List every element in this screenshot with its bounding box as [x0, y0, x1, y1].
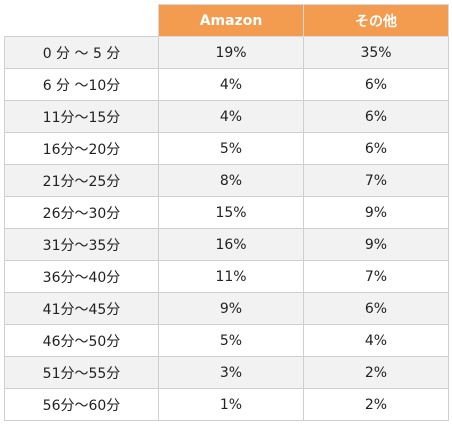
row-label: 46分～50分 [4, 324, 159, 357]
row-label: 11分～15分 [4, 100, 159, 133]
cell-other: 9% [303, 196, 449, 229]
cell-amazon: 9% [158, 292, 304, 325]
table-row: 11分～15分 4% 6% [4, 100, 449, 133]
cell-other: 4% [303, 324, 449, 357]
row-label: 6 分 ～10分 [4, 68, 159, 101]
row-label: 41分～45分 [4, 292, 159, 325]
row-label: 31分～35分 [4, 228, 159, 261]
cell-other: 7% [303, 164, 449, 197]
row-label: 21分～25分 [4, 164, 159, 197]
cell-amazon: 16% [158, 228, 304, 261]
cell-other: 2% [303, 388, 449, 421]
cell-amazon: 5% [158, 324, 304, 357]
row-label: 26分～30分 [4, 196, 159, 229]
cell-amazon: 19% [158, 36, 304, 69]
table-row: 51分～55分 3% 2% [4, 356, 449, 389]
cell-other: 35% [303, 36, 449, 69]
row-label: 16分～20分 [4, 132, 159, 165]
header-row: Amazon その他 [4, 4, 449, 37]
row-label: 0 分 ～ 5 分 [4, 36, 159, 69]
cell-amazon: 4% [158, 100, 304, 133]
table-row: 16分～20分 5% 6% [4, 132, 449, 165]
table-row: 56分～60分 1% 2% [4, 388, 449, 421]
table-row: 0 分 ～ 5 分 19% 35% [4, 36, 449, 69]
header-corner [4, 4, 159, 37]
data-table: Amazon その他 0 分 ～ 5 分 19% 35% 6 分 ～10分 4% 6% 11… [4, 4, 449, 421]
cell-amazon: 1% [158, 388, 304, 421]
cell-other: 6% [303, 68, 449, 101]
cell-amazon: 15% [158, 196, 304, 229]
table-row: 36分～40分 11% 7% [4, 260, 449, 293]
table-row: 26分～30分 15% 9% [4, 196, 449, 229]
cell-other: 6% [303, 100, 449, 133]
table-row: 31分～35分 16% 9% [4, 228, 449, 261]
cell-other: 6% [303, 292, 449, 325]
cell-other: 9% [303, 228, 449, 261]
cell-other: 6% [303, 132, 449, 165]
row-label: 36分～40分 [4, 260, 159, 293]
table-row: 21分～25分 8% 7% [4, 164, 449, 197]
header-amazon: Amazon [158, 4, 304, 37]
table-body: 0 分 ～ 5 分 19% 35% 6 分 ～10分 4% 6% 11分～15分 4% 6% 16… [4, 36, 449, 421]
table-row: 46分～50分 5% 4% [4, 324, 449, 357]
cell-amazon: 11% [158, 260, 304, 293]
cell-amazon: 5% [158, 132, 304, 165]
cell-amazon: 8% [158, 164, 304, 197]
table-row: 41分～45分 9% 6% [4, 292, 449, 325]
cell-amazon: 3% [158, 356, 304, 389]
row-label: 51分～55分 [4, 356, 159, 389]
row-label: 56分～60分 [4, 388, 159, 421]
table-row: 6 分 ～10分 4% 6% [4, 68, 449, 101]
cell-amazon: 4% [158, 68, 304, 101]
cell-other: 7% [303, 260, 449, 293]
header-other: その他 [303, 4, 449, 37]
cell-other: 2% [303, 356, 449, 389]
